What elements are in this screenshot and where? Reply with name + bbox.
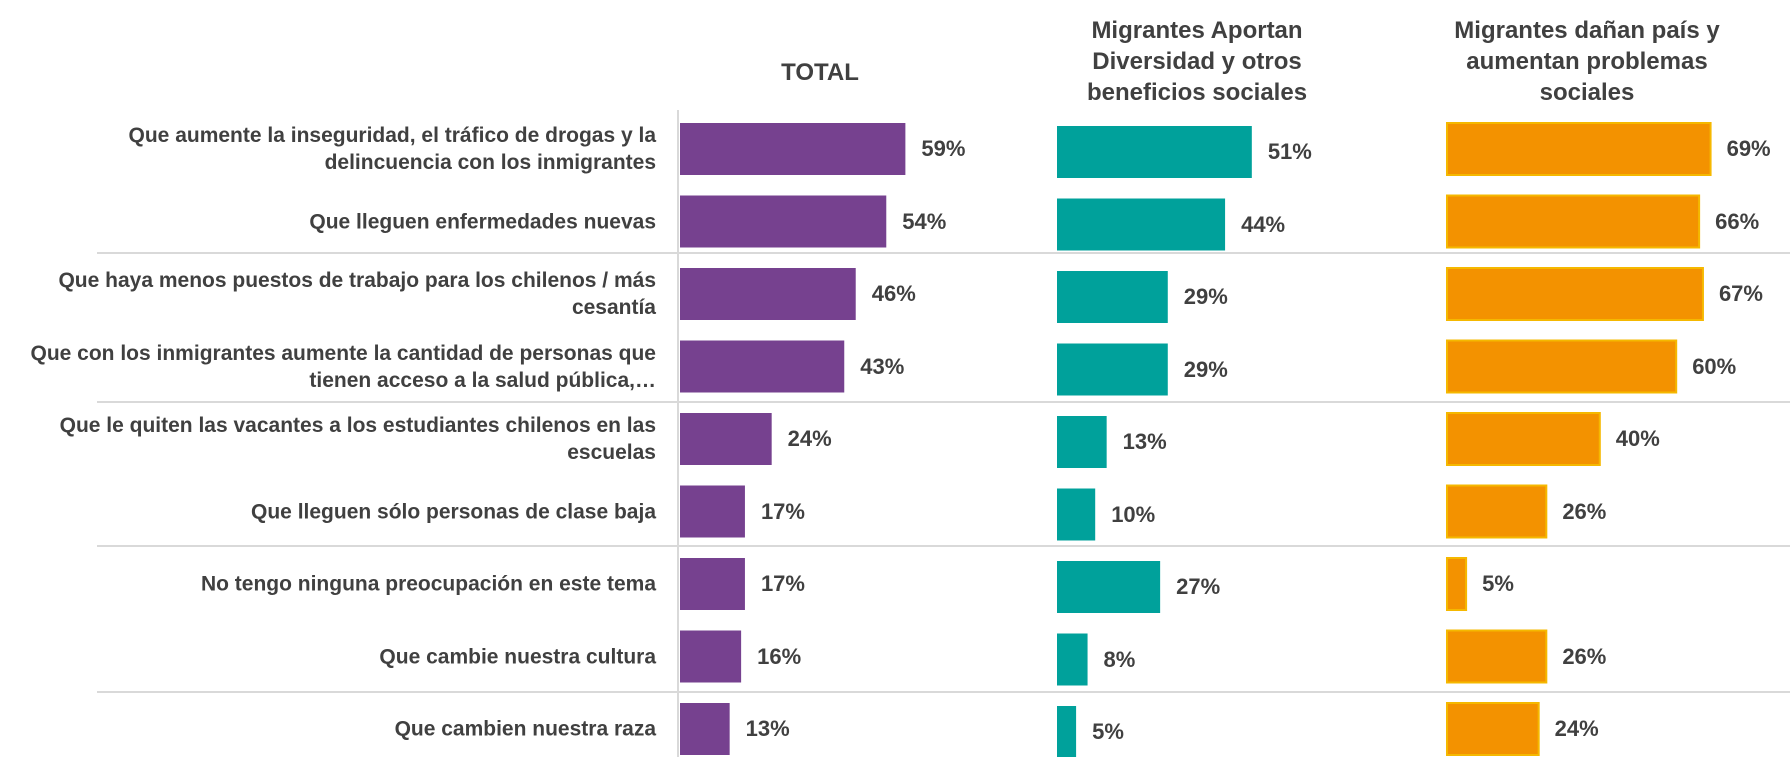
panel-title: Migrantes dañan país y aumentan problema…	[1454, 17, 1720, 106]
bar	[680, 630, 742, 683]
category-label: Que cambien nuestra raza	[394, 717, 656, 741]
bar	[1057, 706, 1077, 757]
value-label: 10%	[1111, 501, 1156, 527]
bar	[1446, 267, 1704, 321]
panel-title: TOTAL	[781, 59, 859, 86]
bar	[1057, 271, 1168, 323]
bar	[1446, 484, 1548, 539]
bar	[680, 413, 772, 465]
value-label: 29%	[1183, 356, 1228, 382]
value-label: 43%	[860, 353, 905, 379]
bar	[1446, 557, 1468, 611]
value-label: 24%	[787, 426, 832, 451]
bar	[1057, 343, 1168, 396]
bar	[680, 195, 887, 248]
category-label: Que haya menos puestos de trabajo para l…	[58, 269, 656, 319]
category-label: No tengo ninguna preocupación en este te…	[200, 572, 656, 596]
bar	[1446, 702, 1540, 756]
value-label: 40%	[1615, 426, 1660, 451]
value-label: 24%	[1554, 716, 1599, 741]
category-label: Que lleguen sólo personas de clase baja	[251, 500, 656, 523]
value-label: 26%	[1562, 643, 1607, 669]
panel-title: Migrantes Aportan Diversidad y otros ben…	[1086, 17, 1308, 106]
value-label: 16%	[757, 643, 802, 669]
bar	[680, 340, 845, 393]
bar	[1446, 629, 1548, 684]
category-label: Que lleguen enfermedades nuevas	[309, 210, 656, 233]
category-label: Que con los inmigrantes aumente la canti…	[30, 341, 657, 392]
bar	[1446, 339, 1678, 394]
category-label: Que aumente la inseguridad, el tráfico d…	[128, 124, 656, 174]
bar	[680, 268, 856, 320]
value-label: 13%	[745, 716, 790, 741]
value-label: 54%	[902, 208, 947, 234]
bar	[1446, 194, 1701, 249]
value-label: 46%	[871, 281, 916, 306]
bar	[680, 485, 745, 538]
value-label: 59%	[921, 136, 966, 161]
value-label: 67%	[1718, 281, 1763, 306]
bar	[1057, 633, 1088, 686]
category-label: Que cambie nuestra cultura	[379, 645, 656, 668]
bar	[680, 703, 730, 755]
value-label: 69%	[1726, 136, 1771, 161]
bar	[1057, 488, 1096, 541]
bar	[680, 123, 906, 175]
category-label: Que le quiten las vacantes a los estudia…	[59, 414, 656, 464]
value-label: 44%	[1241, 211, 1286, 237]
value-label: 66%	[1715, 208, 1760, 234]
value-label: 5%	[1482, 571, 1514, 596]
separators	[97, 110, 1790, 757]
value-label: 60%	[1692, 353, 1737, 379]
value-label: 13%	[1122, 429, 1167, 454]
value-label: 51%	[1267, 139, 1312, 164]
value-label: 5%	[1092, 719, 1124, 744]
value-label: 26%	[1562, 498, 1607, 524]
value-label: 17%	[760, 498, 805, 524]
bar	[1057, 198, 1226, 251]
bar	[1057, 416, 1107, 468]
bar	[1446, 412, 1601, 466]
value-label: 29%	[1183, 284, 1228, 309]
bar	[680, 558, 745, 610]
value-label: 8%	[1103, 646, 1136, 672]
bar	[1057, 561, 1161, 613]
value-label: 27%	[1176, 574, 1221, 599]
bar	[1057, 126, 1252, 178]
bar	[1446, 122, 1712, 176]
value-label: 17%	[760, 571, 805, 596]
